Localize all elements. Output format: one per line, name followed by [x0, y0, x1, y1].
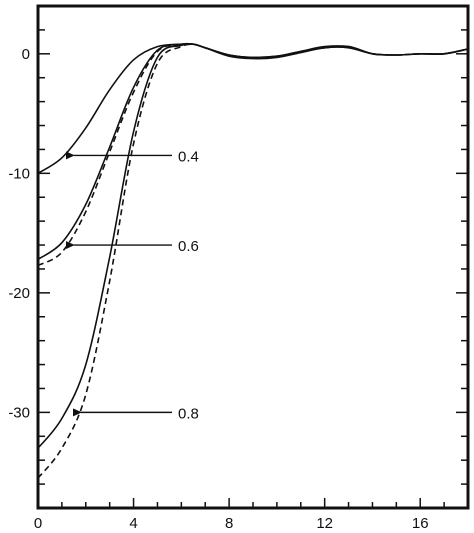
y-tick-label: 0 — [22, 46, 30, 63]
chart-marks: 0 4 8 12 16 0 -10 -20 -30 0.4 0.6 0.8 — [8, 4, 470, 532]
series-line-4-dashed — [37, 43, 194, 479]
y-tick-label: -20 — [8, 285, 30, 302]
annotation-label: 0.8 — [178, 405, 199, 422]
y-tick-label: -30 — [8, 404, 30, 421]
x-tick-label: 12 — [316, 515, 333, 532]
series-line-0-solid — [37, 43, 469, 174]
annotation-label: 0.6 — [178, 238, 199, 255]
x-tick-label: 8 — [225, 515, 233, 532]
x-tick-label: 0 — [34, 515, 42, 532]
series-line-1-solid — [37, 42, 469, 261]
series-line-3-solid — [37, 43, 469, 449]
x-tick-label: 16 — [412, 515, 429, 532]
plot-frame — [36, 4, 470, 510]
annotation-label: 0.4 — [178, 148, 199, 165]
x-tick-label: 4 — [129, 515, 137, 532]
y-tick-label: -10 — [8, 165, 30, 182]
series-line-2-dashed — [37, 42, 194, 267]
